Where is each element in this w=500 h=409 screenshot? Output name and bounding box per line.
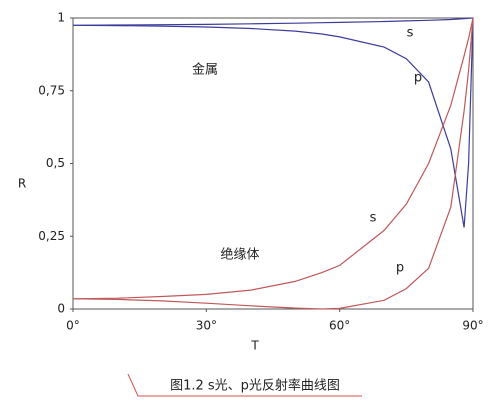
x-axis-label: T <box>250 339 259 353</box>
annotation: p <box>414 71 422 86</box>
series-line <box>72 17 474 300</box>
y-tick-label: 0,5 <box>46 156 65 170</box>
y-tick-label: 1 <box>57 11 65 25</box>
y-tick-label: 0,25 <box>38 229 65 243</box>
y-axis-label: R <box>18 177 26 191</box>
y-tick-label: 0,75 <box>38 83 65 97</box>
annotation: s <box>370 211 377 226</box>
annotation: 金属 <box>192 62 218 78</box>
annotation: 绝缘体 <box>220 247 259 263</box>
plot-frame <box>72 17 474 310</box>
series-line <box>72 17 474 228</box>
x-tick-label: 90° <box>462 319 483 333</box>
series-line <box>72 17 474 26</box>
caption: 图1.2 s光、p光反射率曲线图 <box>170 378 340 394</box>
y-tick-label: 0 <box>57 302 65 316</box>
annotation: s <box>407 26 414 41</box>
x-tick-label: 0° <box>66 319 80 333</box>
x-tick-label: 30° <box>196 319 217 333</box>
annotation: p <box>396 261 404 276</box>
series-line <box>72 17 474 310</box>
x-tick-label: 60° <box>329 319 350 333</box>
caption-underline <box>127 373 362 397</box>
